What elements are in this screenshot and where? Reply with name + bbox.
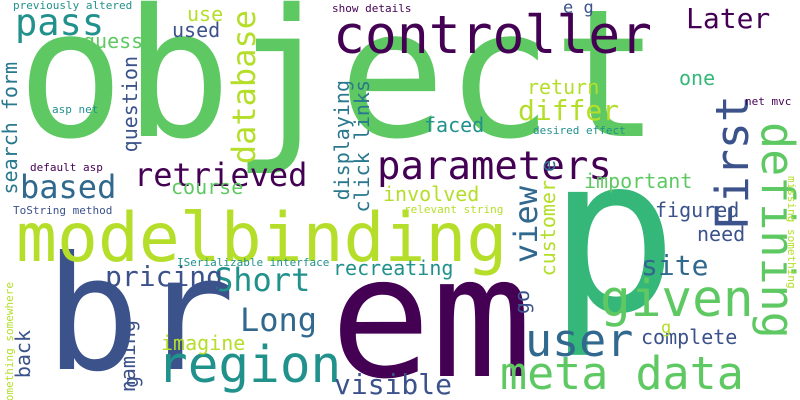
word-click-links: click links (350, 80, 374, 213)
word-g-small: g (661, 318, 672, 338)
word-recreating: recreating (333, 256, 454, 280)
word-defining: defining (751, 122, 800, 339)
word-one: one (679, 66, 716, 90)
word-e-g: e g (563, 0, 594, 18)
word-previously-altered: previously altered (13, 0, 133, 12)
word-important: important (584, 169, 693, 193)
word-Long: Long (240, 301, 318, 339)
word-Later: Later (686, 2, 771, 35)
word-involved: involved (383, 182, 480, 206)
word-user: user (525, 314, 634, 367)
word-imagine: imagine (161, 331, 246, 355)
word-relevant-string: relevant string (404, 203, 504, 216)
word-br: br (45, 223, 236, 400)
word-question: question (118, 56, 142, 153)
word-modelbinding: modelbinding (16, 199, 508, 278)
word-retrieved: retrieved (134, 156, 308, 194)
word-something-somewhere: something somewhere (3, 282, 16, 400)
word-pass: pass (15, 1, 105, 44)
word-back: back (11, 330, 35, 379)
word-site: site (641, 249, 709, 282)
word-database: database (225, 10, 263, 165)
word-faced: faced (424, 113, 485, 137)
word-g: g (119, 376, 143, 389)
word-pricing: pricing (105, 260, 224, 293)
word-return: return (527, 75, 600, 99)
word-controller: controller (333, 5, 653, 66)
word-need: need (697, 222, 746, 246)
word-em: em (330, 220, 533, 400)
word-displaying: displaying (330, 80, 354, 201)
word-ToString-method: ToString method (13, 204, 113, 217)
word-use: use (187, 2, 224, 26)
word-desired-effect: desired effect (533, 124, 626, 137)
word-visible: visible (334, 368, 453, 400)
word-default-asp: default asp (30, 161, 103, 174)
word-parameters: parameters (377, 144, 612, 189)
word-missing-something: missing something (785, 176, 798, 289)
word-figured: figured (655, 198, 740, 222)
word-ISerializable-interface: ISerializable interface (177, 256, 330, 269)
word-go: go (510, 290, 534, 315)
word-region: region (157, 336, 342, 395)
word-net-mvc: net mvc (745, 95, 792, 108)
word-based: based (20, 168, 117, 206)
word-object: object (17, 0, 660, 178)
word-meta-data: meta data (500, 347, 744, 400)
word-guess: guess (83, 29, 144, 53)
word-differ: differ (518, 94, 620, 127)
word-asp-net: asp net (52, 103, 99, 116)
word-e: e (536, 160, 560, 173)
word-Short: Short (214, 261, 311, 299)
word-show-details: show details (332, 2, 412, 15)
word-p: p (548, 110, 679, 361)
word-course: course (171, 175, 244, 199)
word-given: given (600, 270, 754, 329)
word-used: used (172, 18, 221, 42)
word-complete: complete (641, 325, 738, 349)
word-customer: customer (536, 180, 560, 277)
word-search-form: search form (0, 62, 22, 195)
